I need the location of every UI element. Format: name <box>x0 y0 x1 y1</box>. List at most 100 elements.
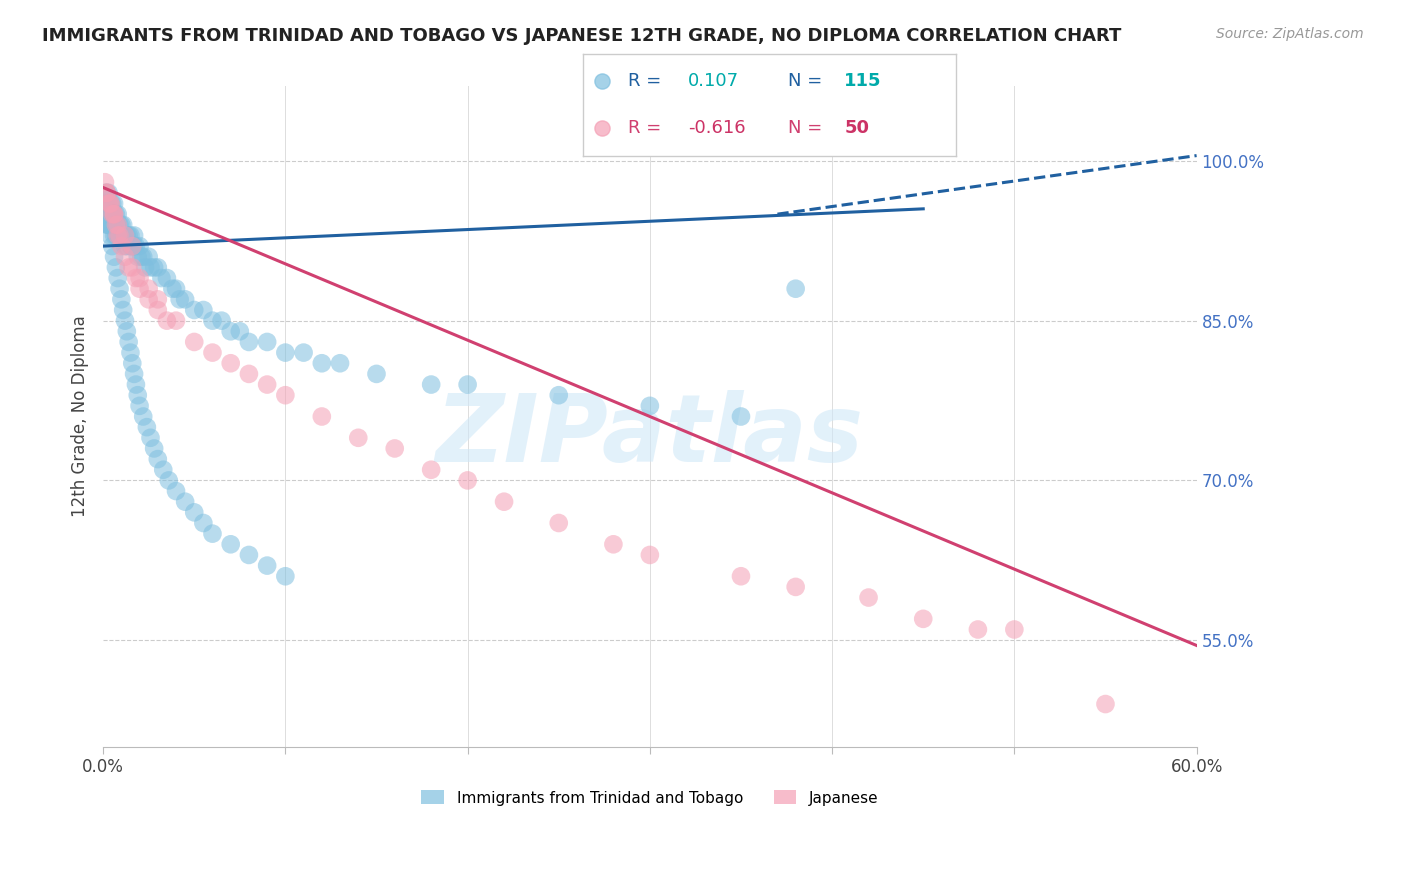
Point <box>311 409 333 424</box>
Point <box>96 207 118 221</box>
Point <box>96 196 118 211</box>
Point <box>108 228 131 243</box>
Point <box>420 377 443 392</box>
Point <box>146 293 169 307</box>
Point <box>128 271 150 285</box>
Point <box>274 569 297 583</box>
Point <box>100 218 122 232</box>
Point <box>165 484 187 499</box>
Point <box>107 207 129 221</box>
Point <box>107 218 129 232</box>
Point <box>114 239 136 253</box>
Point <box>152 463 174 477</box>
Point <box>1002 623 1025 637</box>
Point <box>125 271 148 285</box>
Point <box>602 537 624 551</box>
Point <box>201 345 224 359</box>
Point <box>547 388 569 402</box>
Point <box>730 409 752 424</box>
Point <box>229 324 252 338</box>
Point <box>94 207 117 221</box>
Point <box>110 293 132 307</box>
Point <box>174 293 197 307</box>
Text: R =: R = <box>628 72 673 90</box>
Point <box>121 260 143 275</box>
Point <box>115 324 138 338</box>
Point <box>100 228 122 243</box>
Point <box>101 196 124 211</box>
Point <box>211 313 233 327</box>
Point <box>638 548 661 562</box>
Point <box>115 239 138 253</box>
Text: -0.616: -0.616 <box>688 120 745 137</box>
Point <box>121 356 143 370</box>
Point <box>169 293 191 307</box>
Point <box>143 442 166 456</box>
Point <box>420 463 443 477</box>
Point <box>108 282 131 296</box>
Point <box>128 282 150 296</box>
Point <box>107 228 129 243</box>
Point <box>94 186 117 200</box>
Point <box>256 377 278 392</box>
Text: R =: R = <box>628 120 668 137</box>
Point <box>103 250 125 264</box>
Point <box>110 228 132 243</box>
Y-axis label: 12th Grade, No Diploma: 12th Grade, No Diploma <box>72 316 89 517</box>
Point <box>193 303 215 318</box>
Point <box>107 271 129 285</box>
Point <box>139 431 162 445</box>
Point <box>96 186 118 200</box>
Point <box>100 196 122 211</box>
Point <box>329 356 352 370</box>
Point <box>132 409 155 424</box>
Point <box>143 260 166 275</box>
Point <box>146 260 169 275</box>
Point <box>120 228 142 243</box>
Point <box>156 271 179 285</box>
Point <box>238 367 260 381</box>
Legend: Immigrants from Trinidad and Tobago, Japanese: Immigrants from Trinidad and Tobago, Jap… <box>415 784 884 812</box>
Point <box>121 239 143 253</box>
Point <box>115 228 138 243</box>
Point <box>591 121 613 136</box>
Point <box>912 612 935 626</box>
Point <box>256 334 278 349</box>
Point <box>100 196 122 211</box>
Point <box>121 239 143 253</box>
Point <box>591 74 613 88</box>
Text: Source: ZipAtlas.com: Source: ZipAtlas.com <box>1216 27 1364 41</box>
Point <box>547 516 569 530</box>
Point <box>97 218 120 232</box>
Point <box>107 218 129 232</box>
Point <box>134 260 156 275</box>
Point <box>125 239 148 253</box>
Point <box>100 196 122 211</box>
Point <box>103 196 125 211</box>
Point <box>238 334 260 349</box>
Point <box>94 196 117 211</box>
Point <box>104 218 127 232</box>
Point <box>384 442 406 456</box>
Point <box>120 239 142 253</box>
Point <box>219 324 242 338</box>
Point <box>174 494 197 508</box>
Point <box>110 218 132 232</box>
Point <box>97 196 120 211</box>
Point <box>94 196 117 211</box>
Point <box>132 250 155 264</box>
Point <box>94 175 117 189</box>
Point <box>103 228 125 243</box>
Point <box>117 334 139 349</box>
Point <box>162 282 184 296</box>
Point <box>292 345 315 359</box>
Point <box>96 186 118 200</box>
Point <box>135 420 157 434</box>
Point <box>1094 697 1116 711</box>
Point <box>494 494 516 508</box>
Point <box>128 239 150 253</box>
Point <box>183 505 205 519</box>
Text: 50: 50 <box>844 120 869 137</box>
Point <box>785 580 807 594</box>
Point <box>127 250 149 264</box>
